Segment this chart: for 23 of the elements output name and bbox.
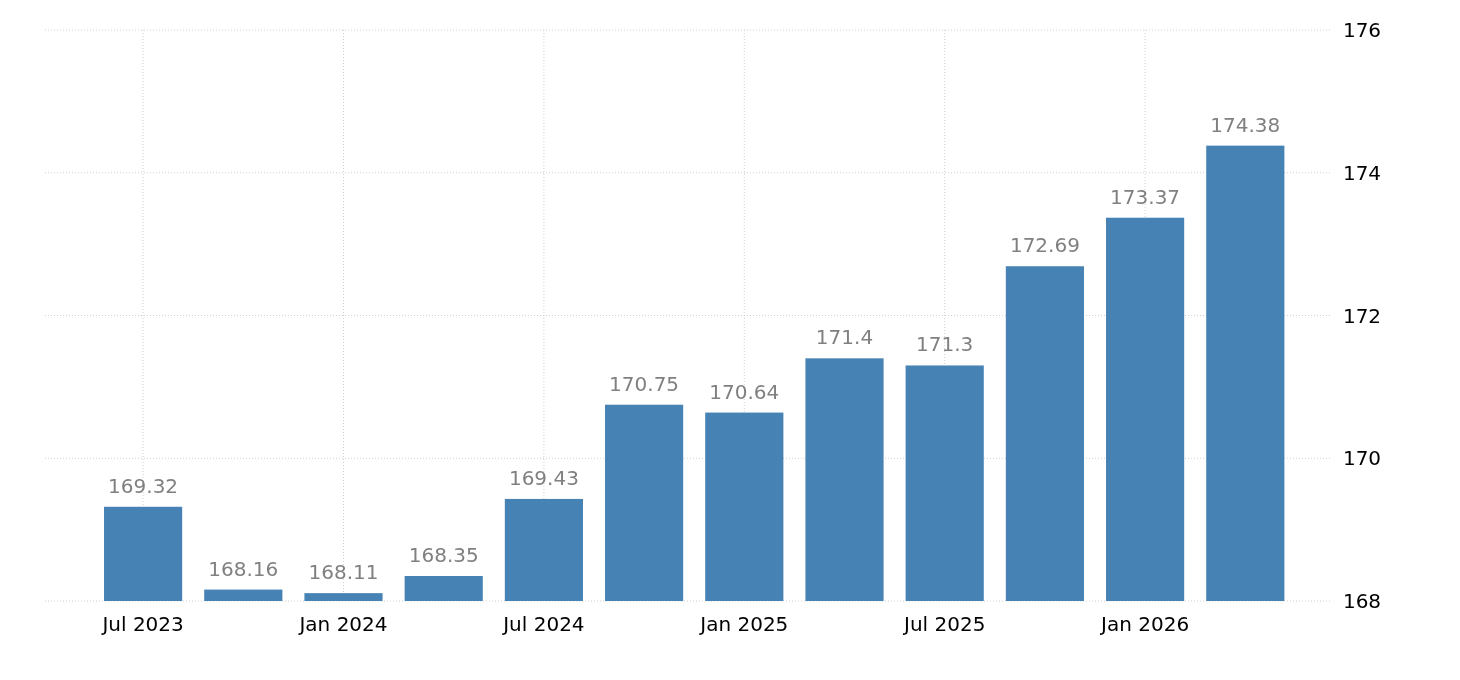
data-label: 168.16	[208, 556, 279, 581]
data-label: 169.32	[108, 473, 179, 498]
x-tick-label: Jan 2025	[698, 612, 789, 636]
x-tick-label: Jan 2024	[297, 612, 388, 636]
data-label: 171.4	[815, 325, 874, 350]
data-label: 168.35	[408, 543, 479, 568]
y-tick-label: 176	[1342, 18, 1382, 42]
y-tick-label: 170	[1342, 446, 1382, 471]
y-tick-label: 172	[1342, 303, 1382, 328]
data-label: 169.43	[508, 465, 579, 490]
data-label: 171.3	[916, 332, 974, 357]
data-label: 170.64	[709, 379, 780, 404]
x-tick-label: Jul 2025	[902, 612, 986, 636]
data-label: 174.38	[1210, 112, 1281, 137]
x-tick-label: Jul 2024	[501, 612, 585, 636]
data-label: 168.11	[308, 560, 379, 585]
x-tick-label: Jul 2023	[100, 612, 184, 636]
data-label: 172.69	[1009, 233, 1080, 258]
data-label: 170.75	[609, 371, 680, 396]
y-tick-label: 174	[1342, 160, 1382, 185]
y-tick-label: 168	[1342, 589, 1382, 613]
x-tick-label: Jan 2026	[1099, 612, 1190, 636]
data-label: 173.37	[1110, 184, 1181, 209]
